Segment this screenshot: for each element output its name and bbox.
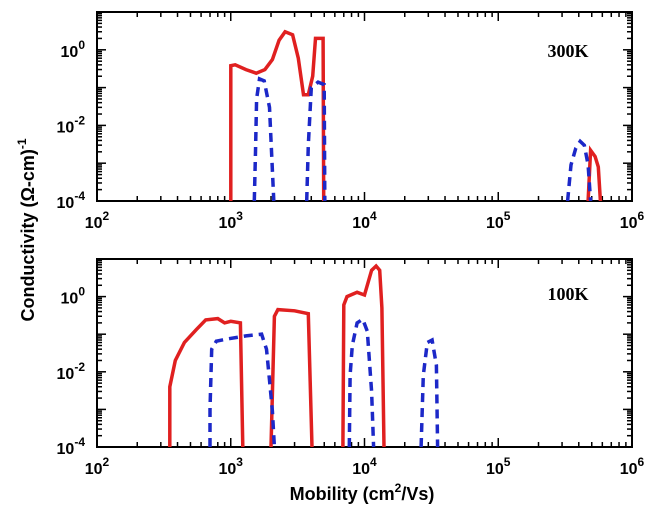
solid-series-line xyxy=(269,307,314,447)
panel-temperature-label: 100K xyxy=(547,284,588,304)
panel-temperature-label: 300K xyxy=(547,41,588,61)
dashed-series-line xyxy=(565,138,593,201)
y-tick-label: 10-4 xyxy=(57,189,86,212)
panel-100k: 102 103 104 105 106 100 10-2 10-4 100K xyxy=(57,258,645,478)
x-tick-label: 103 xyxy=(219,209,244,232)
dashed-series-line xyxy=(208,332,277,447)
dashed-series-line xyxy=(347,316,376,447)
solid-series-line xyxy=(168,316,245,447)
y-tick-label: 100 xyxy=(61,285,86,308)
x-tick-label: 104 xyxy=(352,455,377,478)
y-tick-label: 100 xyxy=(61,38,86,61)
x-tick-label: 103 xyxy=(219,455,244,478)
y-axis-title: Conductivity (Ω-cm)-1 xyxy=(15,138,38,321)
solid-series-line xyxy=(586,145,603,201)
x-axis-title: Mobility (cm2/Vs) xyxy=(290,481,435,504)
y-tick-label: 10-2 xyxy=(57,360,86,383)
x-tick-label: 106 xyxy=(620,209,645,232)
dashed-series-line xyxy=(304,80,327,201)
y-tick-label: 10-2 xyxy=(57,113,86,136)
x-tick-label: 105 xyxy=(486,209,511,232)
x-tick-label: 104 xyxy=(352,209,377,232)
x-tick-label: 102 xyxy=(85,209,110,232)
panel-300k: 102 103 104 105 106 100 10-2 10-4 300K xyxy=(57,11,645,232)
dashed-series-line xyxy=(419,337,440,447)
x-tick-label: 102 xyxy=(85,455,110,478)
y-tick-label: 10-4 xyxy=(57,435,86,458)
solid-series-line xyxy=(341,263,386,447)
x-tick-label: 105 xyxy=(486,455,511,478)
x-tick-label: 106 xyxy=(620,455,645,478)
solid-series-line xyxy=(229,29,326,201)
dashed-series-line xyxy=(252,76,276,201)
